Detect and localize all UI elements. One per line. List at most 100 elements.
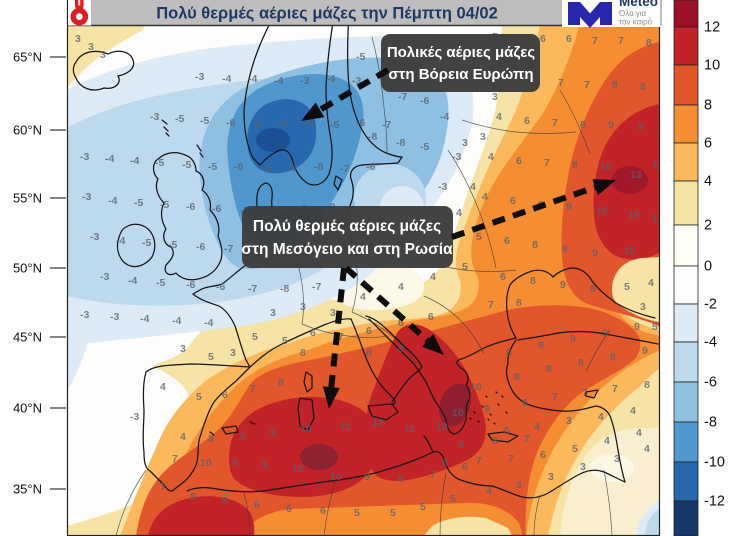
svg-text:-5: -5: [134, 197, 143, 209]
svg-text:-5: -5: [304, 117, 313, 129]
svg-text:7: 7: [524, 433, 530, 445]
svg-text:5: 5: [420, 501, 426, 513]
svg-text:-3: -3: [352, 75, 361, 87]
svg-text:50°N: 50°N: [13, 261, 42, 276]
svg-text:4: 4: [482, 191, 488, 203]
svg-text:4: 4: [456, 207, 462, 219]
svg-text:5: 5: [462, 261, 468, 273]
svg-text:8: 8: [546, 363, 552, 375]
svg-text:40°N: 40°N: [13, 401, 42, 416]
svg-text:11: 11: [652, 159, 663, 171]
svg-text:4: 4: [470, 181, 476, 193]
svg-text:3: 3: [180, 343, 186, 355]
svg-text:-8: -8: [314, 161, 323, 173]
svg-text:-6: -6: [366, 161, 375, 173]
svg-text:7: 7: [250, 383, 256, 395]
svg-text:-7: -7: [288, 163, 297, 175]
svg-text:4: 4: [180, 431, 186, 443]
svg-text:τον καιρό: τον καιρό: [619, 18, 653, 27]
svg-text:8: 8: [442, 457, 448, 469]
svg-text:3: 3: [75, 33, 81, 45]
svg-text:7: 7: [592, 35, 598, 47]
svg-text:3: 3: [516, 479, 522, 491]
svg-text:Πολικές αέριες μάζες: Πολικές αέριες μάζες: [387, 44, 536, 61]
svg-text:9: 9: [506, 347, 512, 359]
svg-text:7: 7: [338, 331, 344, 343]
svg-text:8: 8: [640, 81, 646, 93]
svg-text:9: 9: [642, 345, 648, 357]
svg-text:7: 7: [552, 117, 558, 129]
svg-text:-6: -6: [278, 117, 287, 129]
svg-text:6: 6: [310, 327, 316, 339]
svg-text:3: 3: [100, 49, 106, 61]
svg-text:-4: -4: [274, 75, 283, 87]
svg-text:10: 10: [300, 423, 312, 435]
svg-text:4: 4: [636, 427, 642, 439]
svg-text:9: 9: [270, 427, 276, 439]
svg-text:-5: -5: [160, 199, 169, 211]
svg-text:45°N: 45°N: [13, 330, 42, 345]
svg-text:10: 10: [624, 245, 636, 257]
svg-text:7: 7: [160, 481, 166, 493]
svg-text:4: 4: [486, 485, 492, 497]
svg-text:8: 8: [366, 347, 372, 359]
svg-text:9: 9: [562, 243, 568, 255]
svg-text:3: 3: [88, 41, 94, 53]
svg-text:6: 6: [320, 505, 326, 517]
svg-text:4: 4: [630, 405, 636, 417]
svg-text:-2: -2: [704, 297, 717, 313]
svg-text:-5: -5: [142, 237, 151, 249]
svg-text:9: 9: [560, 279, 566, 291]
svg-text:4: 4: [648, 277, 654, 289]
svg-text:8: 8: [532, 239, 538, 251]
svg-text:3: 3: [566, 415, 572, 427]
svg-text:3: 3: [230, 347, 236, 359]
svg-text:6: 6: [500, 271, 506, 283]
svg-text:9: 9: [592, 247, 598, 259]
svg-text:9: 9: [602, 327, 608, 339]
svg-text:7: 7: [488, 299, 494, 311]
svg-text:-7: -7: [224, 243, 233, 255]
svg-text:-5: -5: [155, 157, 164, 169]
svg-text:9: 9: [232, 457, 238, 469]
svg-text:4: 4: [488, 151, 494, 163]
svg-text:7: 7: [172, 453, 178, 465]
svg-text:8: 8: [190, 491, 196, 503]
svg-text:-3: -3: [150, 111, 159, 123]
svg-text:5: 5: [504, 425, 510, 437]
svg-text:8: 8: [516, 297, 522, 309]
svg-text:-7: -7: [382, 119, 391, 131]
svg-text:7: 7: [508, 453, 514, 465]
svg-text:-5: -5: [208, 161, 217, 173]
svg-text:6: 6: [222, 389, 228, 401]
svg-text:-6: -6: [704, 375, 717, 391]
svg-text:-6: -6: [234, 161, 243, 173]
svg-text:0: 0: [704, 259, 712, 275]
svg-text:6: 6: [704, 136, 712, 152]
svg-text:10: 10: [600, 161, 612, 173]
svg-text:Όλο για: Όλο για: [618, 9, 647, 18]
svg-text:10: 10: [628, 209, 640, 221]
svg-text:4: 4: [160, 381, 166, 393]
svg-text:6: 6: [510, 195, 516, 207]
svg-text:3: 3: [548, 471, 554, 483]
svg-text:2: 2: [704, 218, 712, 234]
svg-text:3: 3: [614, 453, 620, 465]
svg-text:9: 9: [608, 119, 614, 131]
svg-text:8: 8: [590, 283, 596, 295]
svg-text:-10: -10: [704, 455, 725, 471]
svg-text:-4: -4: [108, 195, 117, 207]
svg-text:-5: -5: [356, 51, 365, 63]
svg-text:4: 4: [430, 271, 436, 283]
svg-text:6: 6: [254, 499, 260, 511]
svg-text:9: 9: [364, 471, 370, 483]
svg-text:10: 10: [200, 457, 212, 469]
svg-text:4: 4: [704, 174, 712, 190]
svg-text:-7: -7: [248, 283, 257, 295]
svg-text:7: 7: [476, 455, 482, 467]
svg-text:-6: -6: [212, 203, 221, 215]
svg-text:10: 10: [704, 58, 720, 74]
svg-text:11: 11: [404, 423, 415, 435]
svg-text:60°N: 60°N: [13, 123, 42, 138]
svg-text:6: 6: [524, 115, 530, 127]
